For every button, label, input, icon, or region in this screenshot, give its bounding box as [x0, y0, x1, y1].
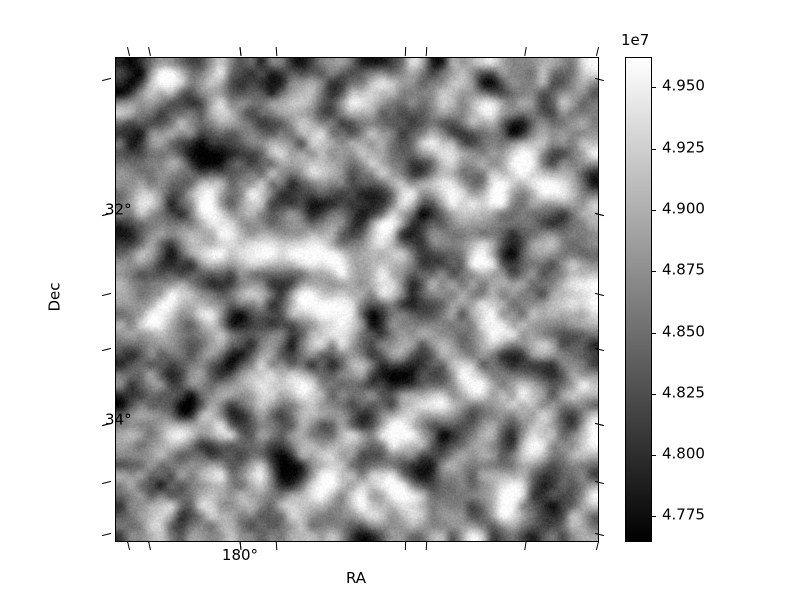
- y-tick-left-2: [102, 292, 111, 297]
- x-tick-bottom-0: [126, 541, 131, 550]
- x-tick-bottom-6: [524, 540, 527, 551]
- colorbar-tick-label-6: 4.800: [662, 444, 705, 463]
- colorbar-tick-label-7: 4.775: [662, 505, 705, 524]
- y-axis-title: Dec: [45, 282, 64, 312]
- x-tick-label-180: 180°: [221, 546, 259, 564]
- x-tick-bottom-7: [595, 541, 600, 550]
- colorbar-tick-5: [651, 393, 656, 395]
- colorbar-tick-label-0: 4.950: [662, 76, 705, 95]
- x-tick-bottom-3: [275, 540, 278, 551]
- y-tick-left-3: [102, 347, 111, 352]
- x-tick-top-4: [404, 46, 407, 57]
- x-axis-title: RA: [345, 569, 367, 587]
- colorbar-tick-label-2: 4.900: [662, 199, 705, 218]
- sky-map-axes[interactable]: [115, 57, 599, 542]
- colorbar-tick-1: [651, 148, 656, 150]
- colorbar-tick-0: [651, 87, 656, 89]
- colorbar-tick-3: [651, 271, 656, 273]
- colorbar-tick-label-4: 4.850: [662, 322, 705, 341]
- y-tick-left-0: [102, 77, 111, 82]
- y-tick-left-6: [102, 532, 111, 537]
- x-tick-top-6: [524, 46, 527, 57]
- x-tick-top-8: [239, 46, 242, 57]
- sky-map-image: [116, 58, 598, 541]
- colorbar-tick-label-5: 4.825: [662, 383, 705, 402]
- colorbar-tick-6: [651, 455, 656, 457]
- x-tick-top-7: [595, 47, 600, 56]
- x-tick-top-0: [126, 47, 131, 56]
- x-tick-top-3: [275, 46, 278, 57]
- x-tick-bottom-4: [404, 540, 407, 551]
- x-tick-top-5: [425, 46, 428, 57]
- x-tick-top-1: [148, 46, 151, 57]
- colorbar-tick-2: [651, 210, 656, 211]
- colorbar-tick-4: [651, 332, 656, 334]
- colorbar-tick-label-1: 4.925: [662, 138, 705, 157]
- colorbar-exponent-label: 1e7: [621, 31, 650, 49]
- colorbar[interactable]: [625, 57, 656, 542]
- x-tick-bottom-5: [425, 540, 428, 551]
- y-tick-left-5: [102, 480, 111, 485]
- colorbar-tick-7: [651, 516, 656, 518]
- x-tick-bottom-1: [148, 540, 151, 551]
- colorbar-tick-label-3: 4.875: [662, 260, 705, 279]
